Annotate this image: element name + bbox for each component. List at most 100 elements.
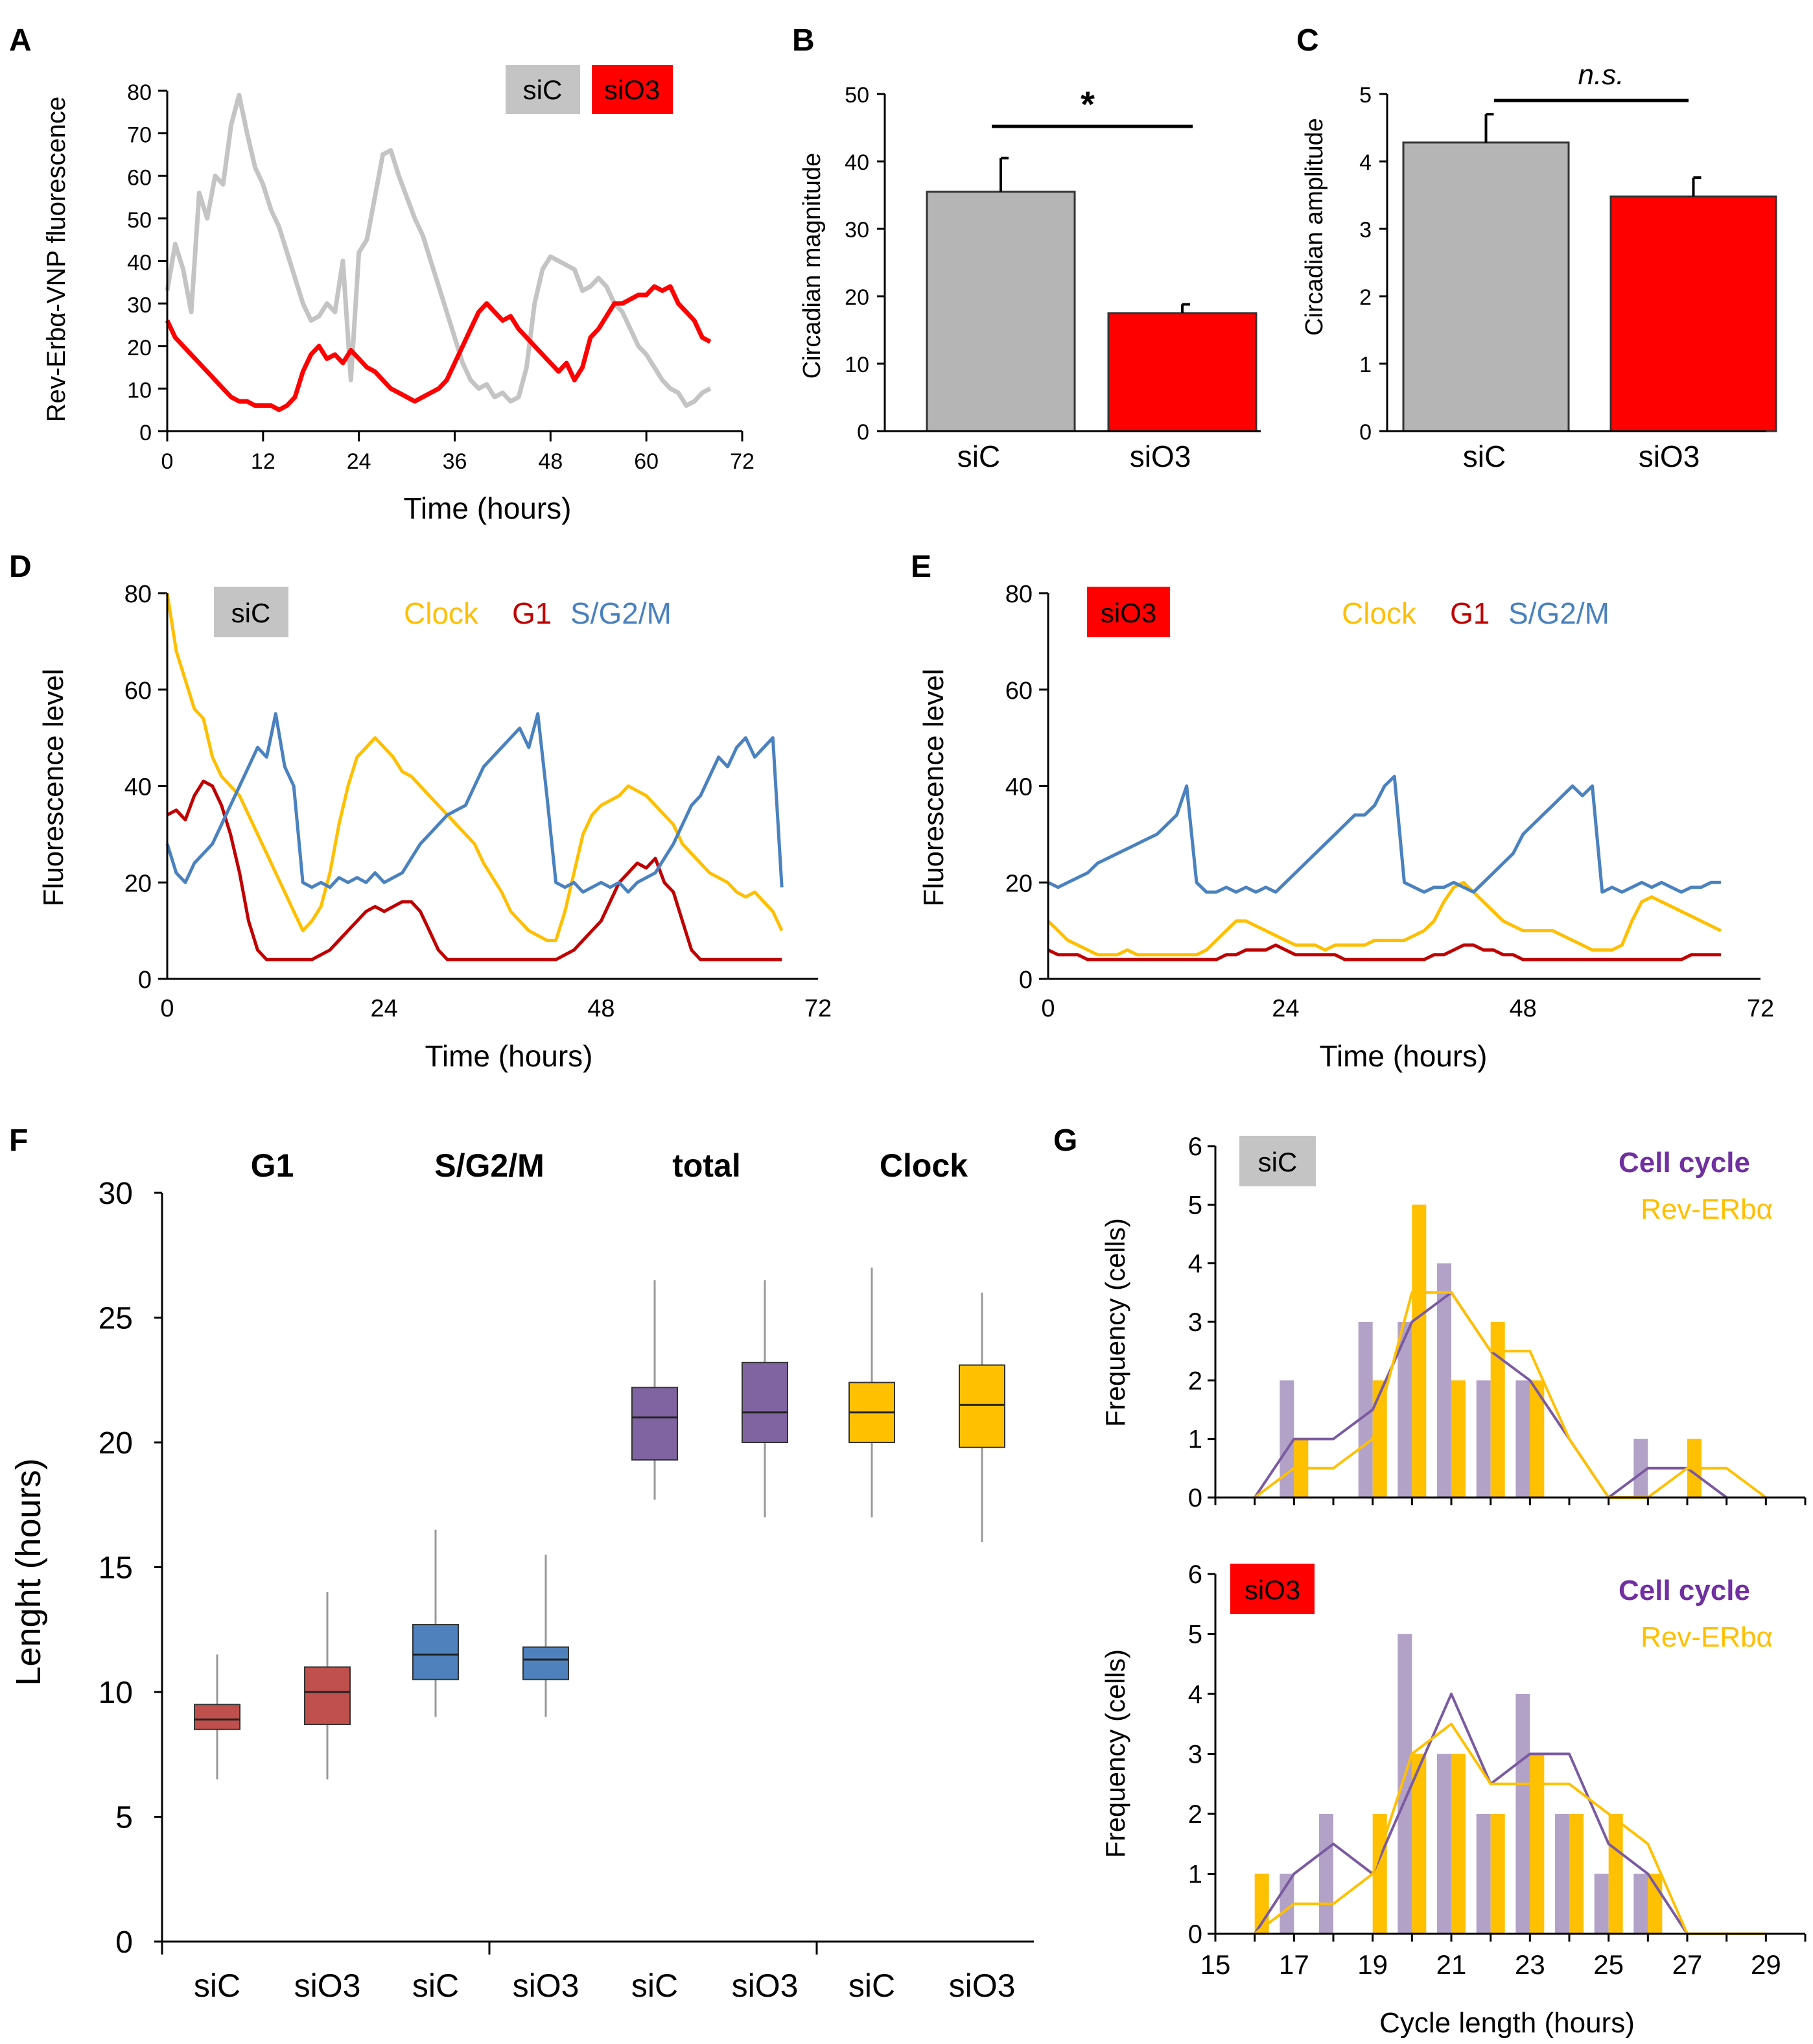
- y-tick-label: 3: [1359, 218, 1372, 242]
- hist-bar-rev-erba: [1490, 1814, 1505, 1934]
- panel-c-cat-sic: siC: [1463, 440, 1506, 473]
- panel-g-bottom-lines: [1254, 1693, 1766, 1935]
- bar-sio3: [1107, 312, 1257, 432]
- x-tick-label: 25: [1593, 1949, 1624, 1980]
- panel-g-bottom-y-label: Frequency (cells): [1100, 1649, 1130, 1858]
- y-tick-label: 2: [1188, 1800, 1202, 1829]
- group-label: total: [672, 1147, 741, 1184]
- y-tick-label: 1: [1359, 353, 1372, 377]
- box-s-g2-m-sio3: [522, 1646, 569, 1680]
- y-tick-label: 20: [99, 1426, 133, 1461]
- hist-bar-rev-erba: [1372, 1380, 1387, 1498]
- y-tick-label: 15: [99, 1551, 133, 1586]
- series-line-g1: [166, 779, 782, 961]
- y-tick-label: 0: [1019, 967, 1033, 994]
- y-tick-label: 20: [124, 870, 152, 897]
- x-tick-label: 23: [1515, 1949, 1545, 1980]
- panel-a-lines: [165, 93, 712, 412]
- y-tick-label: 30: [845, 218, 869, 242]
- y-tick-label: 60: [1005, 677, 1033, 705]
- y-tick-label: 10: [127, 378, 152, 403]
- bar-sio3: [1609, 195, 1777, 432]
- panel-letter-b: B: [792, 23, 815, 58]
- category-label: siC: [194, 1968, 240, 2004]
- panel-g-top-legend-cell: Cell cycle: [1619, 1147, 1750, 1179]
- y-tick-label: 3: [1188, 1741, 1202, 1769]
- panel-b-cat-sio3: siO3: [1130, 440, 1191, 473]
- hist-bar-cell-cycle: [1437, 1754, 1451, 1934]
- panel-f-boxes: [194, 1267, 1005, 1780]
- y-tick-label: 1: [1188, 1861, 1202, 1889]
- y-tick-label: 20: [845, 285, 869, 310]
- panel-e-tag: siO3: [1101, 598, 1156, 628]
- trend-line-rev-erba: [1254, 1722, 1766, 1935]
- hist-bar-rev-erba: [1412, 1204, 1427, 1498]
- panel-c: C 0 1 2 3 4 5 Circadian amplitude n.s. siC si…: [1296, 23, 1777, 473]
- panel-d-legend-g1: G1: [512, 596, 552, 630]
- panel-g-bottom-legend-cell: Cell cycle: [1619, 1575, 1750, 1606]
- panel-g-top-lines: [1254, 1291, 1767, 1499]
- y-tick-label: 0: [139, 421, 152, 445]
- y-tick-label: 20: [127, 336, 152, 360]
- y-tick-label: 0: [857, 420, 869, 445]
- group-label: G1: [251, 1147, 294, 1184]
- legend-box-sio3: [592, 65, 673, 114]
- panel-b-y-label: Circadian magnitude: [799, 153, 826, 379]
- y-tick-label: 50: [845, 83, 869, 108]
- y-tick-label: 50: [127, 208, 152, 233]
- hist-bar-rev-erba: [1451, 1380, 1466, 1498]
- bar-sic: [1402, 141, 1570, 432]
- panel-d-lines: [165, 593, 784, 961]
- hist-bar-cell-cycle: [1515, 1694, 1530, 1934]
- panel-f-group-labels: G1 S/G2/M total Clock: [251, 1147, 968, 1184]
- x-tick-label: 48: [587, 995, 614, 1022]
- hist-bar-rev-erba: [1412, 1754, 1427, 1934]
- panel-g-top-x-ticks: [1214, 1498, 1807, 1505]
- series-line-clock: [165, 593, 784, 942]
- panel-b-significance: *: [1081, 84, 1095, 124]
- panel-f: F 0 5 10 15 20 25 30 G1 S/G2/M total Clock siC siO…: [9, 1123, 1034, 2004]
- panel-g-top-y-label: Frequency (cells): [1100, 1218, 1130, 1427]
- panel-b-cat-sic: siC: [957, 440, 1000, 473]
- box-total-sio3: [742, 1361, 788, 1444]
- panel-c-y-ticks: 0 1 2 3 4 5: [1359, 83, 1387, 445]
- y-tick-label: 60: [127, 165, 152, 190]
- hist-bar-cell-cycle: [1398, 1322, 1412, 1498]
- y-tick-label: 30: [127, 293, 152, 318]
- y-tick-label: 10: [845, 353, 869, 377]
- panel-e-legend-clock: Clock: [1342, 596, 1417, 630]
- x-tick-label: 12: [251, 449, 275, 474]
- panel-letter-a: A: [9, 23, 32, 58]
- category-label: siC: [631, 1968, 678, 2004]
- box-clock-sio3: [959, 1364, 1005, 1448]
- group-label: S/G2/M: [434, 1147, 544, 1184]
- hist-bar-rev-erba: [1530, 1380, 1545, 1498]
- y-tick-label: 4: [1188, 1680, 1202, 1709]
- panel-f-y-label: Lenght (hours): [9, 1458, 48, 1686]
- x-tick-label: 0: [160, 995, 174, 1022]
- category-label: siC: [848, 1968, 895, 2004]
- panel-a-y-label: Rev-Erbα-VNP fluorescence: [42, 97, 71, 423]
- panel-c-y-label: Circadian amplitude: [1301, 118, 1328, 336]
- y-tick-label: 5: [1188, 1191, 1202, 1219]
- series-line-s-g2-m: [165, 712, 784, 894]
- hist-bar-cell-cycle: [1319, 1814, 1333, 1934]
- y-tick-label: 6: [1188, 1133, 1202, 1161]
- panel-d-tag-box: [214, 587, 288, 637]
- panel-d-y-label: Fluorescence level: [38, 669, 69, 907]
- trend-line-rev-erba: [1254, 1291, 1767, 1499]
- y-tick-label: 5: [1359, 83, 1372, 108]
- hist-bar-rev-erba: [1569, 1814, 1584, 1934]
- y-tick-label: 80: [1005, 581, 1033, 608]
- x-tick-label: 48: [1510, 995, 1537, 1022]
- hist-bar-cell-cycle: [1633, 1874, 1648, 1934]
- panel-a-x-ticks: 0 12 24 36 48 60 72: [161, 431, 754, 474]
- y-tick-label: 1: [1188, 1426, 1202, 1454]
- y-tick-label: 5: [1188, 1621, 1202, 1649]
- y-tick-label: 40: [124, 774, 152, 801]
- hist-bar-rev-erba: [1490, 1322, 1505, 1498]
- panel-letter-d: D: [9, 550, 32, 584]
- y-tick-label: 40: [127, 251, 152, 276]
- bar-sic: [926, 191, 1076, 432]
